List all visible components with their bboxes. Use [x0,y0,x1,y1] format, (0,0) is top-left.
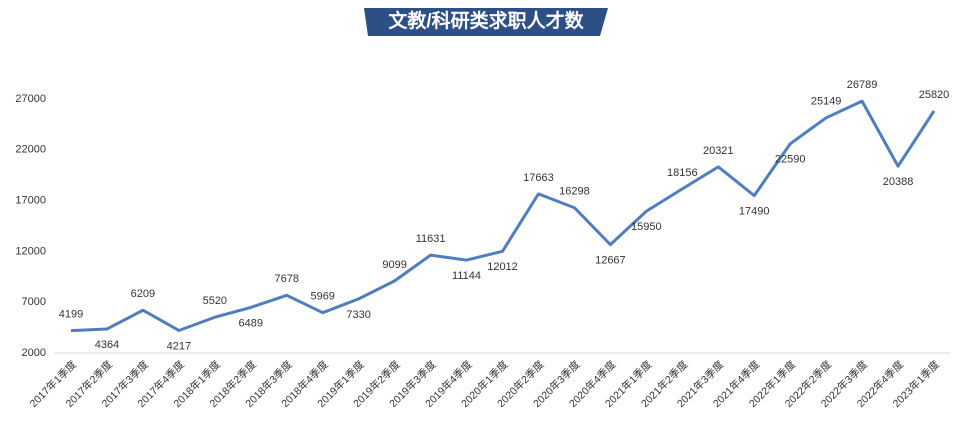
data-label: 20388 [883,176,914,188]
data-label: 26789 [847,79,878,91]
chart-title: 文教/科研类求职人才数 [388,9,584,32]
data-label: 6489 [239,317,263,329]
data-label: 20321 [703,145,734,157]
y-tick-label: 17000 [15,195,46,207]
data-label: 25149 [811,96,842,108]
data-label: 15950 [631,221,662,233]
y-tick-label: 27000 [15,93,46,105]
data-label: 18156 [667,167,698,179]
data-label: 7678 [275,273,299,285]
y-tick-label: 12000 [15,245,46,257]
data-label: 16298 [559,186,590,198]
data-label: 25820 [919,89,950,101]
y-tick-label: 7000 [22,296,46,308]
data-label: 4364 [95,339,119,351]
data-label: 5520 [203,295,227,307]
line [70,99,936,333]
y-tick-label: 2000 [22,347,46,359]
data-label: 6209 [131,288,155,300]
data-label: 5969 [310,291,334,303]
data-label: 12012 [487,261,518,273]
data-label: 9099 [382,259,406,271]
data-label: 12667 [595,255,626,267]
data-label: 4217 [167,340,191,352]
y-tick-label: 22000 [15,144,46,156]
data-label: 11631 [416,233,446,245]
data-label: 4199 [59,309,83,321]
data-label: 7330 [346,309,370,321]
data-label: 17490 [739,206,770,218]
data-label: 17663 [523,172,554,184]
data-label: 22590 [775,154,806,166]
title-banner [364,8,608,36]
data-label: 11144 [452,270,481,282]
